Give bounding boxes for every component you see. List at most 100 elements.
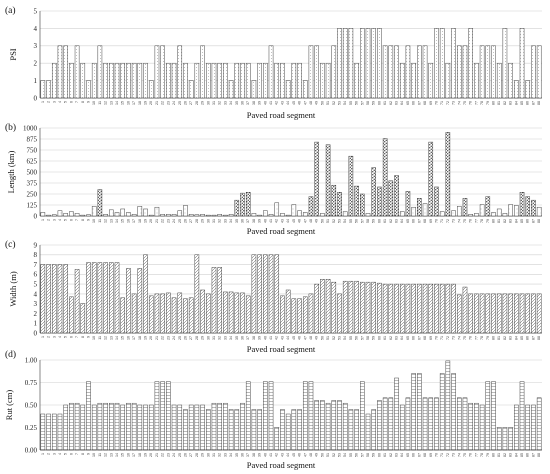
x-tick-label: 54 bbox=[343, 101, 347, 105]
bar bbox=[148, 214, 154, 217]
bar bbox=[536, 293, 542, 334]
x-tick-label: 52 bbox=[332, 453, 336, 457]
bar bbox=[137, 62, 143, 99]
bar bbox=[377, 400, 382, 451]
x-tick-label: 42 bbox=[275, 101, 279, 105]
x-tick-label: 43 bbox=[280, 219, 284, 223]
bar bbox=[331, 184, 337, 217]
x-tick-label: 35 bbox=[235, 101, 239, 105]
bar bbox=[160, 381, 165, 451]
x-tick-label: 88 bbox=[537, 101, 541, 105]
x-tick-label: 34 bbox=[229, 453, 233, 457]
x-tick-label: 32 bbox=[218, 219, 222, 223]
bar bbox=[148, 295, 154, 334]
x-tick-label: 68 bbox=[423, 336, 427, 340]
bar bbox=[80, 303, 86, 334]
x-tick-label: 19 bbox=[144, 101, 148, 105]
x-tick-label: 30 bbox=[206, 101, 210, 105]
bar bbox=[320, 62, 325, 99]
x-tick-label: 74 bbox=[457, 453, 461, 457]
x-tick-label: 56 bbox=[355, 219, 359, 223]
bar bbox=[508, 293, 513, 334]
bar bbox=[257, 254, 262, 334]
bar bbox=[519, 381, 525, 451]
x-tick-label: 41 bbox=[269, 336, 273, 340]
x-tick-label: 59 bbox=[372, 219, 376, 223]
x-tick-label: 81 bbox=[497, 453, 501, 457]
bar bbox=[325, 402, 331, 451]
x-tick-label: 17 bbox=[132, 453, 136, 457]
x-tick-label: 73 bbox=[452, 219, 456, 223]
bar bbox=[114, 262, 120, 334]
y-tick-label: 2 bbox=[34, 310, 38, 318]
bar bbox=[63, 404, 68, 451]
bar bbox=[257, 409, 262, 451]
bar bbox=[451, 28, 456, 99]
y-tick-label: 375 bbox=[27, 179, 38, 187]
bar bbox=[377, 282, 382, 334]
bar bbox=[194, 404, 200, 451]
bar bbox=[394, 283, 399, 334]
bar bbox=[411, 62, 416, 99]
bar bbox=[337, 28, 342, 99]
bar bbox=[223, 62, 228, 99]
x-tick-label: 23 bbox=[166, 101, 170, 105]
bar bbox=[325, 144, 331, 217]
x-tick-label: 32 bbox=[218, 453, 222, 457]
x-tick-label: 53 bbox=[337, 219, 341, 223]
x-tick-label: 67 bbox=[417, 453, 421, 457]
bar bbox=[114, 62, 120, 99]
y-tick-label: 0 bbox=[34, 212, 38, 220]
x-tick-label: 4 bbox=[58, 336, 62, 338]
bar bbox=[211, 267, 217, 334]
x-tick-label: 46 bbox=[298, 101, 302, 105]
bar bbox=[445, 62, 451, 99]
bar bbox=[206, 214, 211, 217]
x-tick-label: 15 bbox=[121, 101, 125, 105]
x-tick-label: 72 bbox=[446, 453, 450, 457]
bar bbox=[377, 28, 382, 99]
x-tick-label: 32 bbox=[218, 101, 222, 105]
x-tick-label: 50 bbox=[320, 101, 324, 105]
bar bbox=[417, 45, 422, 99]
bar bbox=[405, 397, 411, 451]
bar bbox=[291, 298, 297, 334]
bar bbox=[154, 206, 160, 217]
y-tick-label: 1 bbox=[34, 77, 38, 85]
x-tick-label: 1 bbox=[41, 336, 45, 338]
x-tick-label: 56 bbox=[355, 101, 359, 105]
x-tick-label: 76 bbox=[469, 336, 473, 340]
bar bbox=[137, 268, 143, 334]
x-tick-label: 88 bbox=[537, 336, 541, 340]
bar bbox=[143, 254, 148, 334]
bar bbox=[148, 80, 154, 99]
bar bbox=[514, 205, 519, 217]
bar bbox=[337, 293, 342, 334]
bar bbox=[320, 213, 325, 217]
y-tick-label: 0 bbox=[34, 94, 38, 102]
x-tick-label: 75 bbox=[463, 219, 467, 223]
x-tick-label: 20 bbox=[149, 219, 153, 223]
x-tick-label: 66 bbox=[412, 453, 416, 457]
bar bbox=[348, 155, 354, 217]
x-tick-label: 15 bbox=[121, 336, 125, 340]
x-tick-label: 6 bbox=[69, 453, 73, 455]
x-tick-label: 72 bbox=[446, 101, 450, 105]
x-tick-label: 46 bbox=[298, 336, 302, 340]
x-tick-label: 38 bbox=[252, 101, 256, 105]
bar bbox=[479, 204, 485, 217]
x-tick-label: 43 bbox=[280, 101, 284, 105]
bar bbox=[302, 296, 308, 334]
bar bbox=[63, 264, 68, 334]
x-tick-label: 16 bbox=[126, 453, 130, 457]
bar bbox=[342, 28, 348, 99]
x-tick-label: 63 bbox=[395, 219, 399, 223]
bar bbox=[457, 397, 462, 451]
bar bbox=[211, 402, 217, 451]
x-tick-label: 29 bbox=[201, 453, 205, 457]
x-tick-label: 27 bbox=[189, 219, 193, 223]
x-tick-label: 84 bbox=[514, 219, 518, 223]
x-tick-label: 78 bbox=[480, 336, 484, 340]
bar bbox=[479, 404, 485, 451]
